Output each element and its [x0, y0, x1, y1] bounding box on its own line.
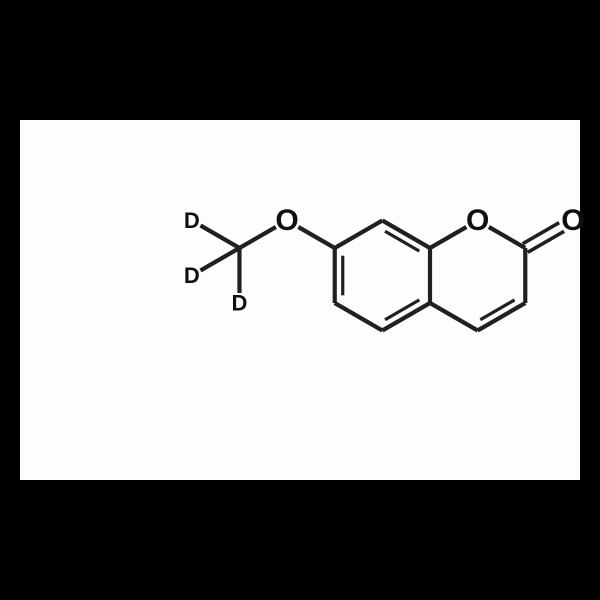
panel	[20, 120, 580, 480]
oxygen-label: O	[275, 204, 298, 237]
molecule-canvas: O O O D D D	[0, 0, 600, 600]
oxygen-label: O	[561, 204, 584, 237]
deuterium-label: D	[232, 291, 248, 316]
deuterium-label: D	[184, 263, 200, 288]
oxygen-label: O	[466, 204, 489, 237]
deuterium-label: D	[184, 208, 200, 233]
